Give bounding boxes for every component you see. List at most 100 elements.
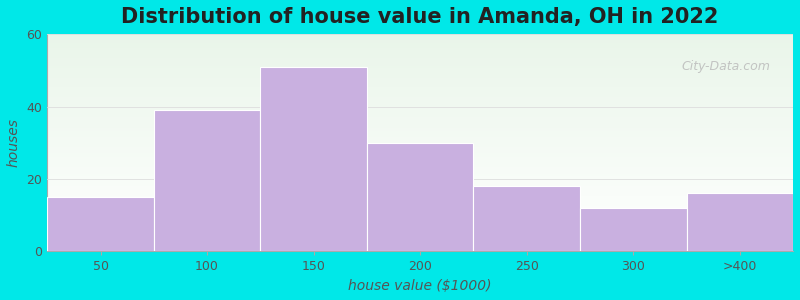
Bar [47, 212, 793, 213]
Bar [47, 38, 793, 40]
Bar [47, 91, 793, 92]
Bar [47, 145, 793, 146]
Bar [47, 132, 793, 133]
Bar [47, 207, 793, 208]
Bar [47, 131, 793, 132]
Bar [47, 161, 793, 162]
Bar [47, 197, 154, 251]
Bar [47, 110, 793, 111]
Bar [47, 86, 793, 87]
Bar [47, 100, 793, 101]
Bar [47, 197, 793, 198]
Bar [47, 64, 793, 66]
Bar [260, 67, 367, 251]
Bar [47, 213, 793, 214]
Y-axis label: houses: houses [7, 118, 21, 167]
Bar [47, 72, 793, 73]
Bar [47, 80, 793, 81]
Bar [47, 128, 793, 129]
Bar [47, 118, 793, 119]
Bar [47, 239, 793, 241]
Bar [47, 233, 793, 234]
Bar [47, 56, 793, 57]
Bar [47, 96, 793, 97]
Bar [47, 42, 793, 43]
Bar [47, 68, 793, 69]
Bar [47, 243, 793, 244]
Bar [47, 117, 793, 118]
Bar [47, 195, 793, 196]
Bar [47, 216, 793, 217]
Bar [47, 133, 793, 134]
Bar [47, 176, 793, 178]
Bar [47, 137, 793, 138]
Bar [47, 45, 793, 46]
Bar [47, 120, 793, 121]
Bar [47, 55, 793, 56]
Bar [47, 150, 793, 152]
Bar [47, 43, 793, 44]
Bar [47, 174, 793, 175]
Bar [47, 204, 793, 205]
Bar [47, 115, 793, 116]
Bar [47, 164, 793, 166]
Bar [47, 82, 793, 83]
Bar [47, 67, 793, 68]
Bar [47, 235, 793, 236]
Bar [47, 77, 793, 79]
Bar [47, 206, 793, 207]
Bar [686, 194, 793, 251]
Bar [47, 74, 793, 75]
Bar [474, 186, 580, 251]
Bar [47, 202, 793, 204]
Bar [47, 244, 793, 245]
Bar [47, 236, 793, 237]
Bar [47, 108, 793, 109]
Bar [47, 183, 793, 184]
Bar [47, 237, 793, 238]
Bar [47, 231, 793, 232]
Bar [47, 148, 793, 149]
Bar [47, 246, 793, 247]
Bar [47, 192, 793, 193]
X-axis label: house value ($1000): house value ($1000) [348, 279, 492, 293]
Bar [47, 44, 793, 45]
Text: City-Data.com: City-Data.com [682, 60, 770, 73]
Bar [47, 35, 793, 36]
Bar [47, 193, 793, 194]
Bar [47, 170, 793, 171]
Bar [47, 200, 793, 202]
Bar [47, 98, 793, 99]
Bar [47, 123, 793, 124]
Bar [47, 79, 793, 80]
Bar [47, 138, 793, 140]
Bar [47, 184, 793, 185]
Bar [47, 37, 793, 38]
Bar [47, 105, 793, 106]
Bar [47, 141, 793, 142]
Bar [47, 125, 793, 127]
Bar [47, 225, 793, 226]
Bar [47, 245, 793, 246]
Bar [47, 140, 793, 141]
Bar [47, 51, 793, 52]
Bar [47, 95, 793, 96]
Bar [47, 61, 793, 62]
Bar [47, 230, 793, 231]
Bar [47, 147, 793, 148]
Bar [47, 134, 793, 135]
Bar [47, 173, 793, 174]
Bar [47, 47, 793, 48]
Bar [47, 186, 793, 187]
Bar [47, 75, 793, 76]
Bar [47, 214, 793, 216]
Bar [47, 196, 793, 197]
Bar [47, 232, 793, 233]
Bar [47, 166, 793, 167]
Bar [47, 157, 793, 158]
Bar [47, 149, 793, 150]
Bar [47, 169, 793, 170]
Bar [47, 187, 793, 188]
Bar [47, 71, 793, 72]
Bar [47, 144, 793, 145]
